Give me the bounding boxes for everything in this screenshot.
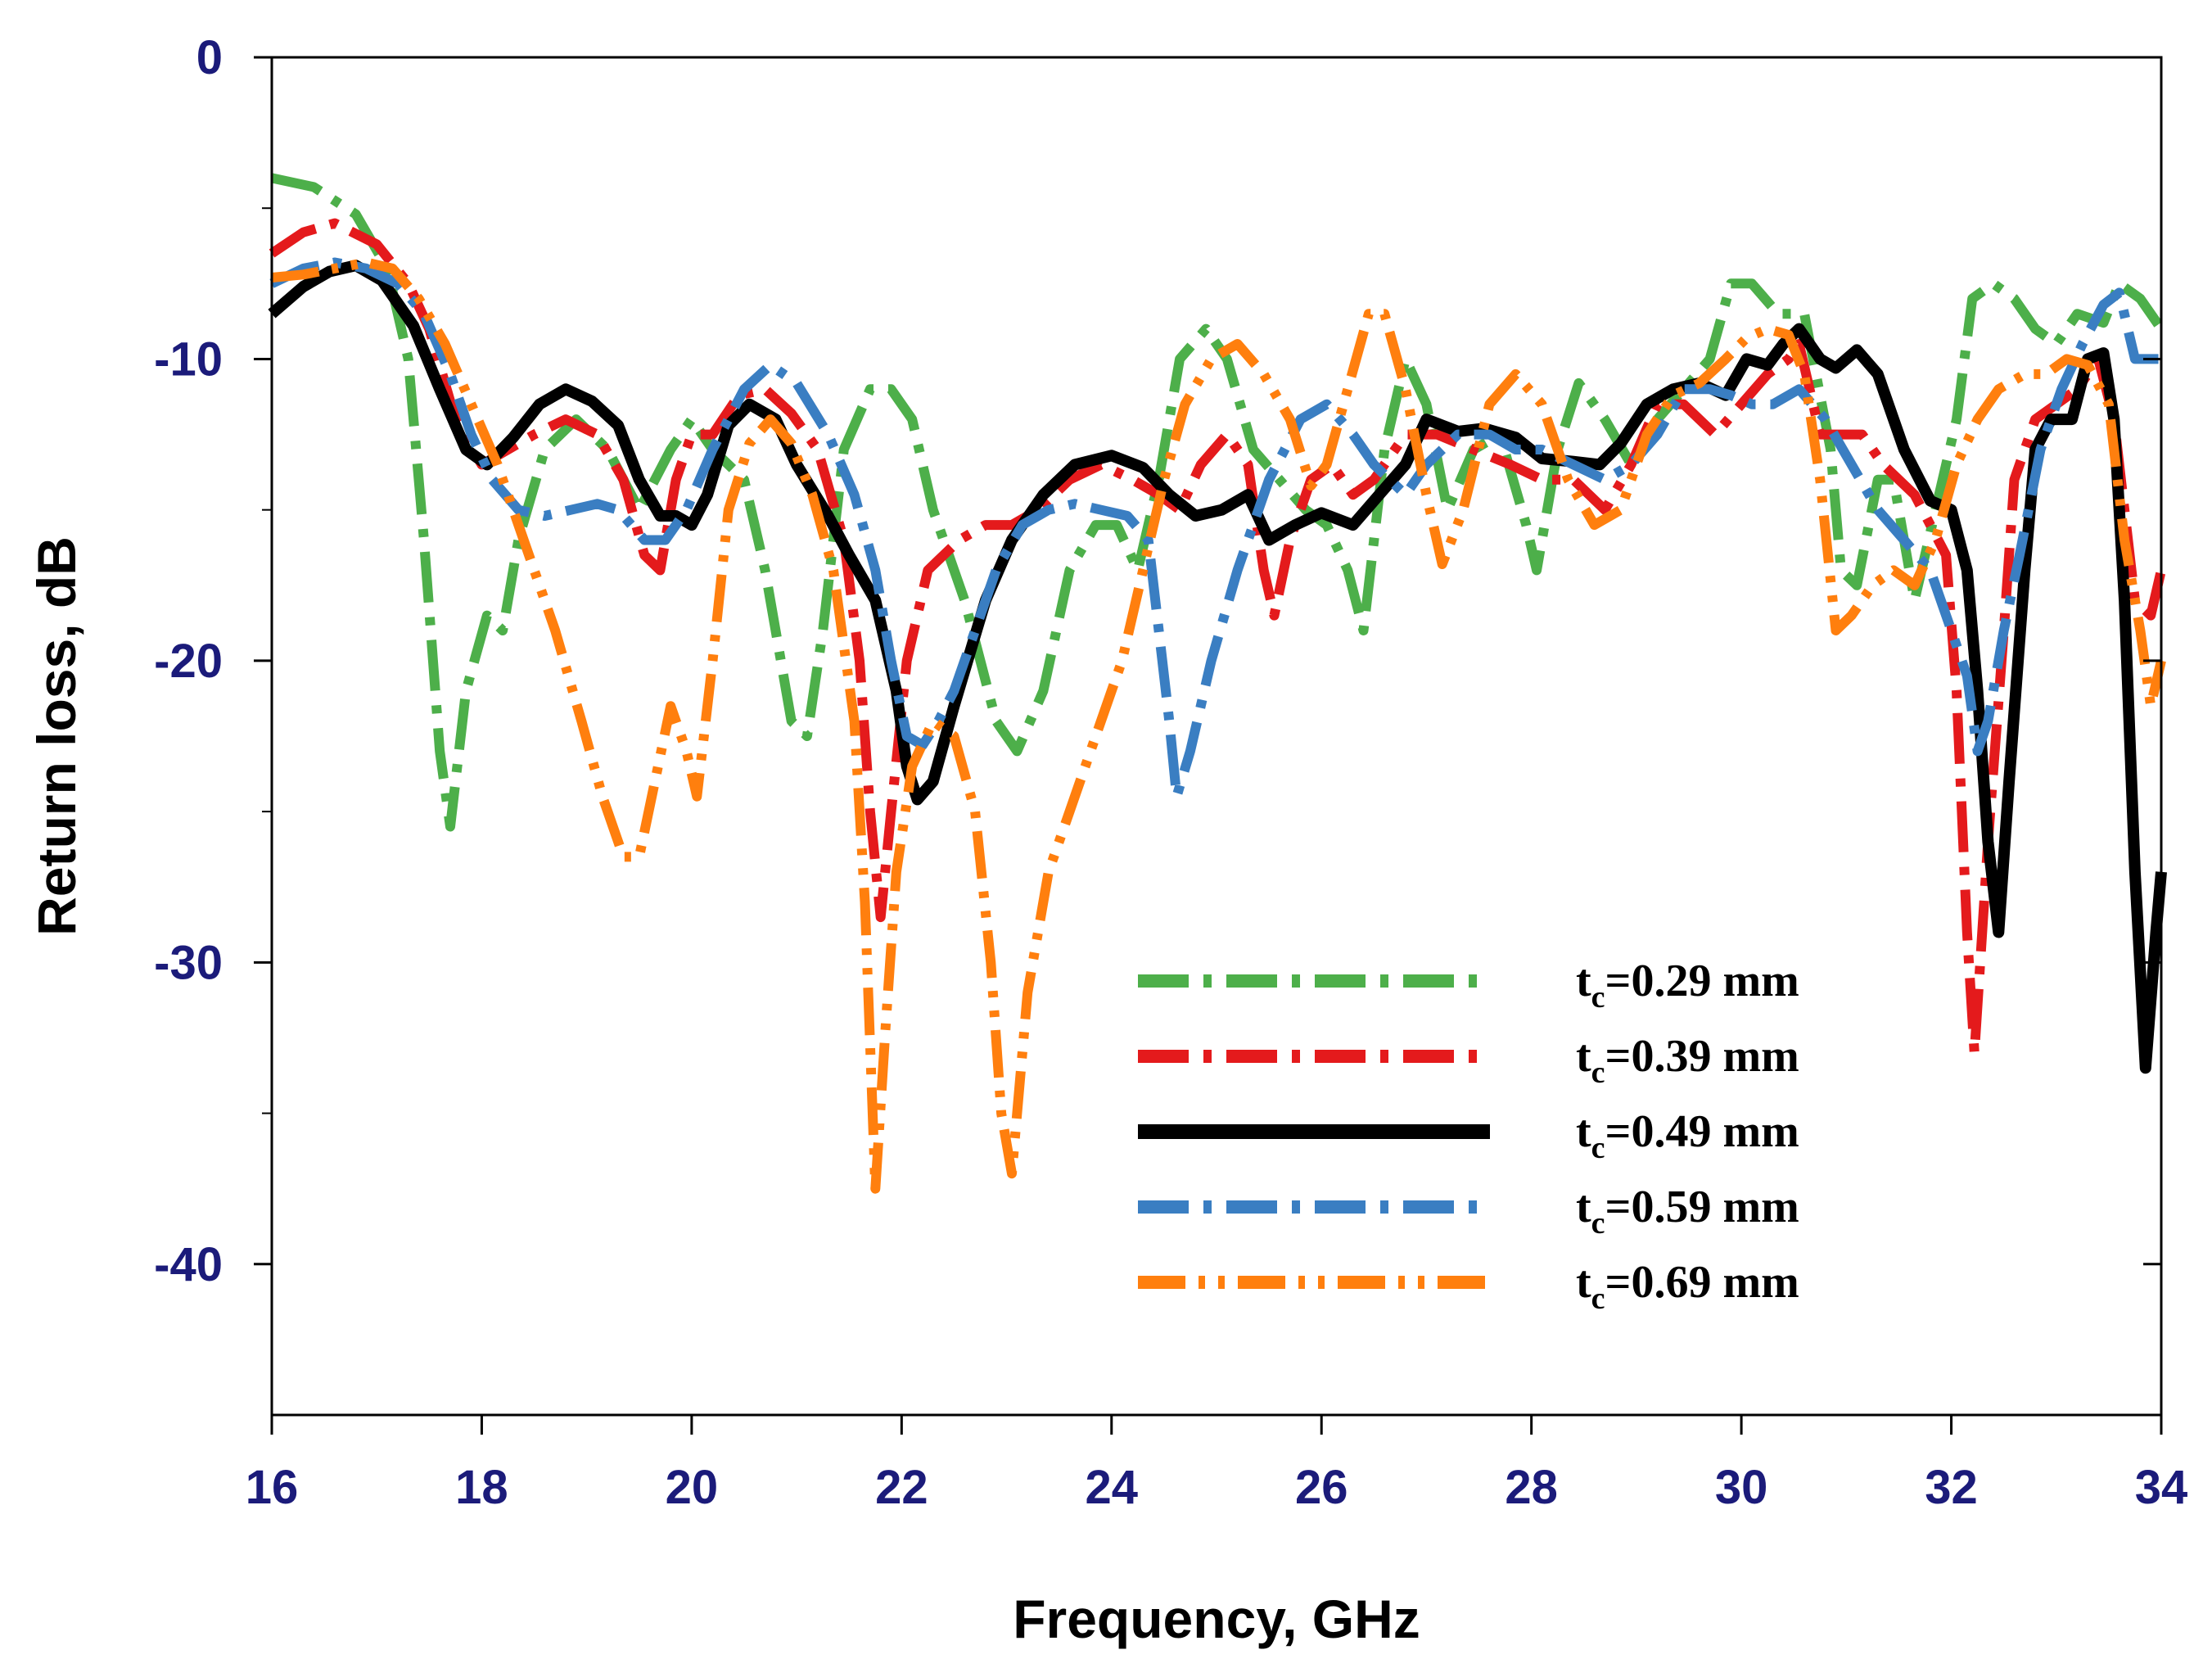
x-tick-label: 22 (875, 1461, 928, 1514)
legend-label-value: =0.59 mm (1605, 1182, 1799, 1232)
legend-label-2: tc=0.49 mm (1576, 1106, 1799, 1165)
legend-label-subscript: c (1591, 980, 1605, 1015)
plot-area-frame (270, 56, 2163, 1417)
series-line-3 (269, 257, 2161, 802)
y-tick-label: -30 (154, 936, 223, 989)
x-tick-label: 26 (1295, 1461, 1348, 1514)
legend-label-main: t (1576, 956, 1591, 1006)
x-tick-label: 34 (2135, 1461, 2188, 1514)
x-tick-label: 16 (246, 1461, 299, 1514)
x-tick-label: 28 (1505, 1461, 1558, 1514)
x-tick-label: 32 (1925, 1461, 1978, 1514)
legend-label-3: tc=0.59 mm (1576, 1182, 1799, 1241)
x-tick-label: 24 (1086, 1461, 1139, 1514)
axes: 0 -10 -20 -30 -40 16 18 20 22 24 26 28 30 32 34 (154, 31, 2187, 1514)
legend-label-0: tc=0.29 mm (1576, 956, 1799, 1015)
x-tick-label: 30 (1715, 1461, 1768, 1514)
series-line-0 (270, 173, 2165, 832)
legend-label-subscript: c (1591, 1281, 1605, 1316)
legend-label-main: t (1576, 1106, 1591, 1157)
legend-label-value: =0.49 mm (1605, 1106, 1799, 1157)
series-line-2 (268, 260, 2167, 1074)
y-axis-title: Return loss, dB (26, 536, 87, 936)
legend-label-main: t (1576, 1182, 1591, 1232)
legend-label-subscript: c (1591, 1131, 1605, 1165)
plot-lines (268, 173, 2167, 1194)
legend-label-value: =0.29 mm (1605, 956, 1799, 1006)
y-tick-label: -10 (154, 332, 223, 386)
x-axis-title: Frequency, GHz (1013, 1589, 1420, 1649)
series-line-1 (269, 218, 2166, 1058)
legend-label-value: =0.69 mm (1605, 1257, 1799, 1308)
x-tick-label: 18 (455, 1461, 508, 1514)
legend-label-subscript: c (1591, 1055, 1605, 1090)
y-tick-label: 0 (196, 31, 223, 84)
x-tick-label: 20 (666, 1461, 719, 1514)
y-tick-label: -40 (154, 1238, 223, 1291)
legend-label-subscript: c (1591, 1206, 1605, 1241)
legend-label-value: =0.39 mm (1605, 1031, 1799, 1082)
legend-label-main: t (1576, 1257, 1591, 1308)
legend-label-1: tc=0.39 mm (1576, 1031, 1799, 1090)
legend-label-4: tc=0.69 mm (1576, 1257, 1799, 1316)
series-line-4 (271, 257, 2166, 1194)
y-tick-label: -20 (154, 635, 223, 688)
legend-label-main: t (1576, 1031, 1591, 1082)
